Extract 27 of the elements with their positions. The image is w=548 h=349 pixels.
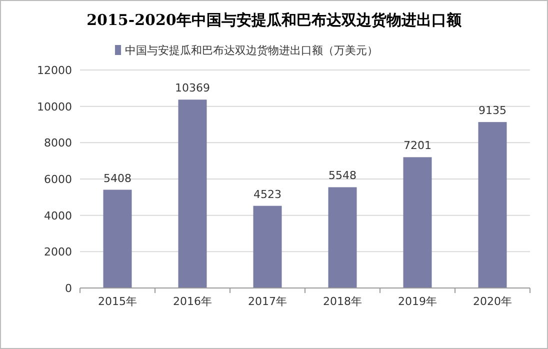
y-tick-label: 10000 bbox=[37, 100, 72, 114]
y-tick-label: 6000 bbox=[44, 173, 72, 186]
chart-title: 2015-2020年中国与安提瓜和巴布达双边货物进出口额 bbox=[86, 11, 462, 29]
x-tick-label: 2019年 bbox=[398, 295, 437, 308]
x-tick-label: 2015年 bbox=[98, 295, 137, 308]
data-label: 7201 bbox=[404, 139, 432, 152]
data-label: 5548 bbox=[328, 169, 356, 182]
y-tick-label: 4000 bbox=[44, 209, 72, 222]
bar bbox=[403, 157, 432, 288]
y-tick-label: 2000 bbox=[44, 246, 72, 259]
data-label: 4523 bbox=[254, 188, 282, 201]
legend-label: 中国与安提瓜和巴布达双边货物进出口额（万美元） bbox=[125, 44, 378, 57]
bar bbox=[103, 190, 132, 288]
bar bbox=[253, 206, 282, 288]
x-tick-label: 2017年 bbox=[248, 295, 287, 308]
bar bbox=[178, 100, 207, 288]
data-label: 5408 bbox=[104, 172, 132, 185]
data-label: 9135 bbox=[478, 104, 506, 118]
y-tick-label: 12000 bbox=[37, 64, 72, 77]
x-tick-label: 2020年 bbox=[473, 295, 512, 308]
bar bbox=[328, 187, 357, 288]
bar bbox=[478, 122, 507, 288]
x-tick-label: 2016年 bbox=[173, 295, 212, 308]
x-tick-label: 2018年 bbox=[323, 295, 362, 308]
y-tick-label: 0 bbox=[65, 282, 72, 295]
y-tick-label: 8000 bbox=[44, 136, 72, 150]
data-label: 10369 bbox=[175, 82, 210, 95]
